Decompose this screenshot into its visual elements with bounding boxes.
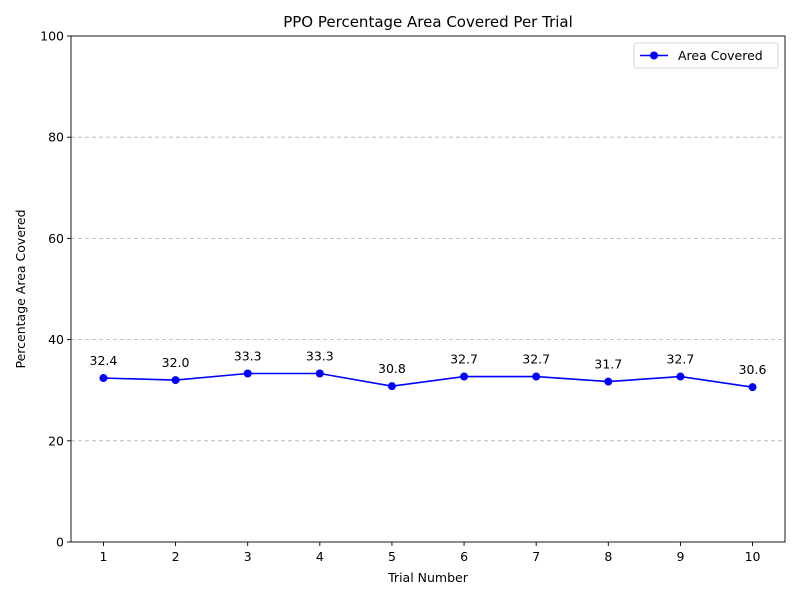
data-point	[748, 383, 757, 392]
data-label: 31.7	[594, 357, 622, 372]
data-point	[315, 369, 324, 378]
series-line-area-covered	[103, 372, 753, 388]
chart-title: PPO Percentage Area Covered Per Trial	[283, 13, 573, 31]
x-axis-ticks: 1 2 3 4 5 6 7 8 9 10	[99, 542, 761, 564]
data-point	[243, 369, 252, 378]
data-label: 32.4	[90, 353, 118, 368]
y-tick-label: 100	[40, 29, 64, 44]
data-point	[387, 382, 396, 391]
x-tick-label: 7	[532, 549, 540, 564]
x-axis-label: Trial Number	[387, 570, 469, 585]
y-tick-label: 20	[48, 433, 64, 448]
y-tick-label: 60	[48, 231, 64, 246]
x-tick-label: 6	[460, 549, 468, 564]
data-label: 32.7	[450, 352, 478, 367]
data-point	[532, 372, 541, 381]
data-label: 32.7	[667, 352, 695, 367]
legend: Area Covered	[633, 42, 779, 69]
x-tick-label: 5	[388, 549, 396, 564]
legend-entry-area-covered: Area Covered	[678, 48, 763, 63]
legend-marker-sample	[650, 51, 658, 60]
x-tick-label: 3	[244, 549, 252, 564]
data-labels: 32.4 32.0 33.3 33.3 30.8 32.7 32.7 31.7 32.7 30.6	[90, 349, 767, 378]
series-markers	[99, 369, 757, 392]
legend-box	[633, 42, 779, 69]
y-axis-label: Percentage Area Covered	[13, 210, 28, 369]
plot-frame	[70, 35, 786, 543]
y-axis-ticks: 0 20 40 60 80 100	[40, 29, 71, 550]
y-tick-label: 0	[56, 535, 64, 550]
data-point	[604, 377, 613, 386]
y-tick-label: 80	[48, 130, 64, 145]
x-tick-label: 4	[316, 549, 324, 564]
data-label: 30.8	[378, 361, 406, 376]
data-point	[460, 372, 469, 381]
data-label: 33.3	[306, 349, 334, 364]
x-tick-label: 10	[745, 549, 761, 564]
data-point	[676, 372, 685, 381]
x-tick-label: 9	[676, 549, 684, 564]
x-tick-label: 1	[99, 549, 107, 564]
data-label: 32.0	[162, 355, 190, 370]
grid-lines	[71, 136, 785, 442]
data-point	[99, 374, 108, 383]
x-tick-label: 8	[604, 549, 612, 564]
x-tick-label: 2	[172, 549, 180, 564]
data-label: 33.3	[234, 349, 262, 364]
data-point	[171, 376, 180, 385]
data-label: 32.7	[522, 352, 550, 367]
data-label: 30.6	[739, 362, 767, 377]
y-tick-label: 40	[48, 332, 64, 347]
